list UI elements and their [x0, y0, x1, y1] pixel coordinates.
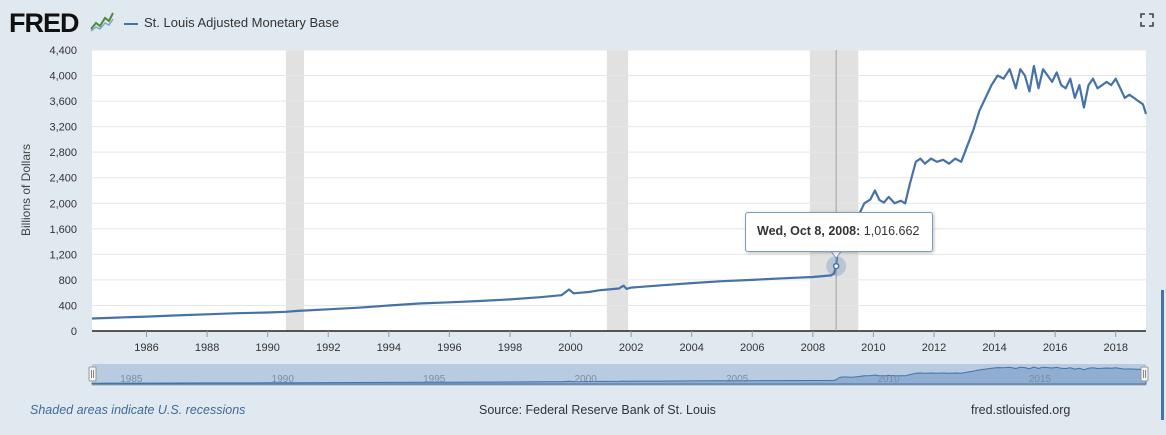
series-layer: [91, 64, 1148, 320]
navigator-tick-label: 2015: [1029, 374, 1052, 385]
x-tick-label: 2014: [982, 342, 1006, 354]
y-axis-label: Billions of Dollars: [19, 144, 33, 236]
x-tick-label: 1994: [377, 342, 401, 354]
legend-swatch: [124, 22, 138, 25]
x-tick-label: 1996: [437, 342, 461, 354]
recession-layer: [285, 50, 859, 331]
x-tick-label: 1988: [195, 342, 219, 354]
x-tick-label: 2006: [740, 342, 764, 354]
chart-header: FRED St. Louis Adjusted Monetary Base: [0, 0, 1166, 46]
x-tick-label: 1992: [316, 342, 340, 354]
data-point-marker: [832, 262, 840, 270]
y-tick-label: 3,600: [49, 96, 77, 108]
fullscreen-icon[interactable]: [1140, 13, 1154, 27]
x-tick-label: 2004: [679, 342, 703, 354]
y-tick-label: 2,400: [49, 173, 77, 185]
x-tick-label: 1986: [134, 342, 158, 354]
x-tick-label: 2018: [1103, 342, 1127, 354]
y-tick-label: 3,200: [49, 122, 77, 134]
fred-logo[interactable]: FRED: [9, 8, 79, 38]
y-tick-label: 400: [59, 300, 77, 312]
navigator-series: [91, 366, 1147, 385]
x-tick-label: 2008: [801, 342, 825, 354]
navigator-handle: [88, 366, 97, 382]
recession-band: [809, 50, 859, 331]
x-tick-label: 2002: [619, 342, 643, 354]
y-tick-label: 800: [59, 275, 77, 287]
navigator-tick-label: 2000: [575, 374, 598, 385]
y-tick-label: 2,800: [49, 147, 77, 159]
navigator-tick-label: 1995: [423, 374, 446, 385]
recession-band: [285, 50, 305, 331]
grid-layer: [92, 49, 1146, 332]
navigator-handle: [1140, 366, 1149, 382]
navigator-tick-label: 1985: [120, 374, 143, 385]
y-tick-label: 4,400: [49, 45, 77, 57]
navigator-layer: 1985 1990 1995 2000 2005 2010 2015: [88, 290, 1164, 420]
highlight-layer: [826, 50, 847, 331]
navigator-tick-label: 2005: [726, 374, 749, 385]
legend-label: St. Louis Adjusted Monetary Base: [144, 15, 340, 30]
series-line: [91, 64, 1148, 320]
data-tooltip: Wed, Oct 8, 2008: 1,016.662: [745, 212, 933, 252]
source-link[interactable]: fred.stlouisfed.org: [971, 403, 1071, 417]
recession-note: Shaded areas indicate U.S. recessions: [30, 403, 246, 417]
y-tick-label: 2,000: [49, 198, 77, 210]
line-graph-icon: [90, 12, 114, 32]
navigator-tick-label: 1990: [272, 374, 295, 385]
y-tick-layer: 0 400 800 1,200 1,600 2,000 2,400 2,800 3,200 3,6…: [49, 45, 77, 338]
x-tick-label: 2012: [922, 342, 946, 354]
y-tick-label: 1,600: [49, 224, 77, 236]
x-tick-label: 1990: [255, 342, 279, 354]
x-tick-label: 1998: [498, 342, 522, 354]
x-tick-layer: 1986 1988 1990 1992 1994 1996 1998 2000 2002 2004…: [134, 331, 1128, 354]
y-tick-label: 4,000: [49, 71, 77, 83]
navigator-tick-label: 2010: [877, 374, 900, 385]
y-tick-label: 0: [71, 326, 77, 338]
tooltip-value: 1,016.662: [863, 224, 920, 238]
recession-band: [606, 50, 629, 331]
y-axis-title: Billions of Dollars: [19, 144, 33, 236]
x-tick-label: 2000: [558, 342, 582, 354]
x-tick-label: 2016: [1043, 342, 1067, 354]
tooltip-date: Wed, Oct 8, 2008:: [757, 224, 861, 238]
x-tick-label: 2010: [861, 342, 885, 354]
y-tick-label: 1,200: [49, 249, 77, 261]
scrollbar-thumb: [1161, 290, 1164, 420]
legend-item[interactable]: St. Louis Adjusted Monetary Base: [124, 15, 339, 30]
source-text: Source: Federal Reserve Bank of St. Loui…: [479, 403, 716, 417]
